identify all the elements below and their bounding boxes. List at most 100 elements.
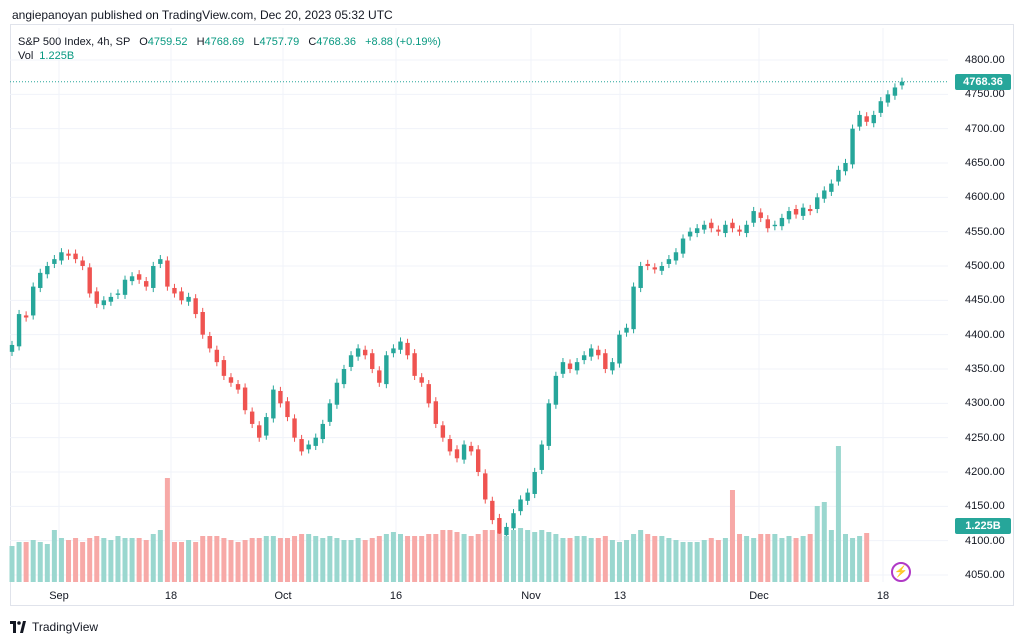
candle <box>136 274 142 280</box>
price-tick-label: 4750.00 <box>965 88 1005 101</box>
candle <box>179 291 184 301</box>
volume-bar <box>270 536 276 582</box>
candle <box>624 327 629 333</box>
candle <box>716 229 721 232</box>
volume-bar <box>108 540 114 582</box>
volume-bar <box>447 530 453 582</box>
volume-bar <box>327 536 333 582</box>
volume-bar <box>687 542 693 582</box>
volume-bar <box>390 532 396 582</box>
candle <box>66 253 71 256</box>
candle <box>214 349 220 363</box>
candle <box>638 266 643 288</box>
volume-bar <box>214 536 220 582</box>
volume-bar <box>864 533 870 582</box>
volume-bar <box>101 538 107 582</box>
candle <box>518 499 523 512</box>
candle <box>158 259 163 264</box>
candle <box>546 403 552 446</box>
volume-bar <box>758 534 764 582</box>
symbol-label: S&P 500 Index, 4h, SP <box>18 36 131 48</box>
volume-bar <box>751 538 757 582</box>
candle <box>709 222 714 229</box>
candle <box>786 211 792 220</box>
volume-bar <box>37 542 43 582</box>
candle <box>186 296 191 302</box>
volume-bar <box>129 538 135 582</box>
candle <box>772 224 778 227</box>
volume-bar <box>744 536 750 582</box>
candle <box>306 444 311 450</box>
volume-bar <box>221 538 227 582</box>
volume-bar <box>228 540 234 582</box>
volume-bar <box>306 534 312 582</box>
volume-bar <box>807 534 813 582</box>
volume-bar <box>857 536 863 582</box>
candle <box>80 260 85 266</box>
chart-frame[interactable] <box>10 24 1014 606</box>
volume-bar <box>66 540 72 582</box>
volume-bar <box>779 538 785 582</box>
candle <box>652 267 657 270</box>
volume-bar <box>645 534 651 582</box>
price-tick-label: 4800.00 <box>965 54 1005 66</box>
volume-bar <box>412 536 418 582</box>
candle <box>497 518 502 534</box>
candle <box>278 390 283 404</box>
candle <box>659 266 665 271</box>
candle <box>673 252 679 261</box>
close-value: 4768.36 <box>316 36 357 48</box>
time-tick-label: 13 <box>613 590 627 602</box>
candle <box>836 169 841 182</box>
candle <box>765 219 770 229</box>
candle <box>694 228 700 234</box>
candle <box>631 286 636 330</box>
candle <box>9 344 15 352</box>
volume-bar <box>468 536 474 582</box>
volume-bar <box>9 546 15 582</box>
volume-bar <box>496 534 502 582</box>
candle <box>779 217 785 227</box>
candle <box>398 341 403 350</box>
candle <box>391 348 396 354</box>
volume-bar <box>383 534 389 582</box>
candle <box>490 500 495 521</box>
volume-bar <box>440 530 446 582</box>
volume-bar <box>560 538 566 582</box>
candle <box>52 259 57 264</box>
volume-bar <box>489 530 495 582</box>
time-tick-label: 18 <box>164 590 178 602</box>
candle <box>87 267 92 294</box>
candle <box>228 377 234 383</box>
volume-bar <box>518 528 524 582</box>
candle <box>108 296 114 302</box>
volume-bar <box>609 540 615 582</box>
volume-bar <box>800 536 806 582</box>
volume-bar <box>503 536 509 582</box>
candle <box>475 449 481 472</box>
volume-bar <box>235 542 241 582</box>
volume-bar <box>835 446 841 582</box>
candle <box>200 312 205 335</box>
volume-bar <box>256 538 262 582</box>
volume-bar <box>186 540 192 582</box>
volume-bar <box>150 534 156 582</box>
volume-bar <box>51 530 57 582</box>
volume-badge: 1.225B <box>955 518 1011 534</box>
candle <box>45 266 50 275</box>
candle <box>327 403 333 422</box>
change-value: +8.88 (+0.19%) <box>365 36 441 48</box>
candle <box>348 355 354 367</box>
candle <box>38 272 43 288</box>
volume-bar <box>405 536 411 582</box>
price-tick-label: 4300.00 <box>965 397 1005 410</box>
volume-bar <box>850 538 856 582</box>
volume-bar <box>426 534 432 582</box>
volume-value: 1.225B <box>39 50 75 62</box>
flash-icon[interactable]: ⚡ <box>891 562 911 582</box>
open-label: O <box>139 36 148 48</box>
volume-bar <box>694 542 700 582</box>
volume-bar <box>362 540 368 582</box>
volume-bar <box>539 530 545 582</box>
